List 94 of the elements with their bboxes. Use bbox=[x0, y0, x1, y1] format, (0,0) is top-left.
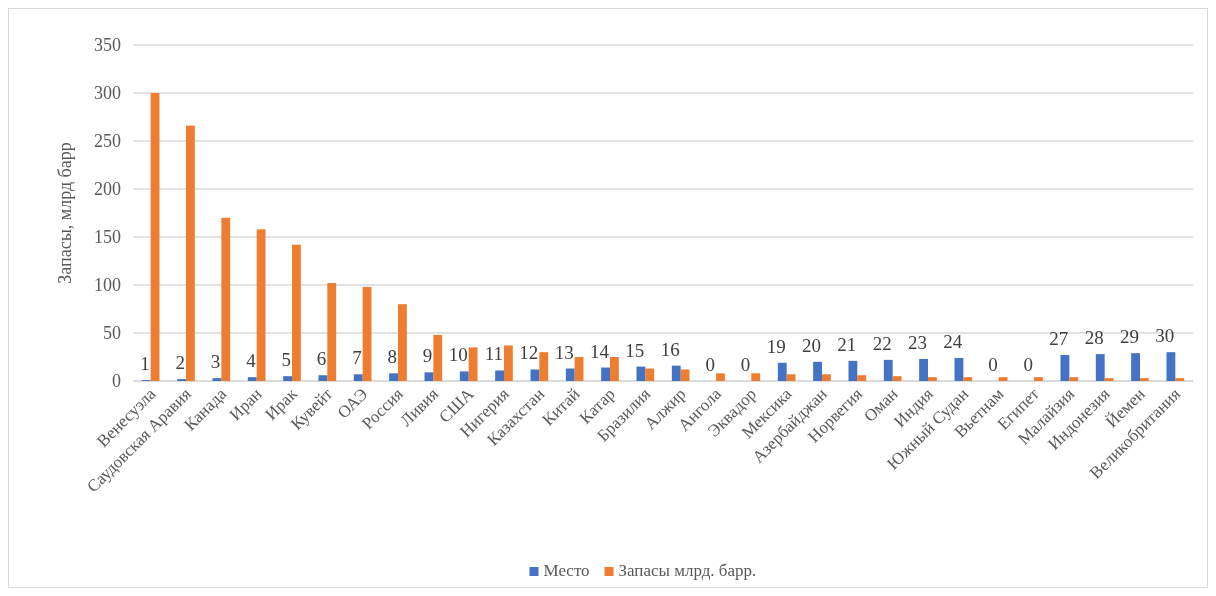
bar bbox=[928, 377, 937, 381]
bar bbox=[954, 357, 964, 381]
bar bbox=[389, 373, 398, 381]
y-tick-label: 350 bbox=[94, 35, 121, 56]
data-label: 21 bbox=[837, 333, 857, 355]
bar bbox=[1131, 353, 1140, 381]
data-label: 13 bbox=[554, 341, 574, 363]
bar bbox=[963, 377, 973, 381]
bar bbox=[857, 375, 867, 381]
bar bbox=[1095, 354, 1105, 381]
bar bbox=[786, 374, 796, 381]
y-tick-label: 50 bbox=[103, 323, 121, 344]
bar bbox=[247, 377, 257, 381]
bar bbox=[1175, 378, 1185, 381]
bar bbox=[565, 368, 575, 381]
data-label: 29 bbox=[1120, 326, 1139, 348]
bar bbox=[539, 352, 549, 381]
bar bbox=[292, 244, 301, 381]
data-label: 15 bbox=[625, 339, 645, 361]
bar bbox=[433, 334, 443, 381]
bar bbox=[353, 374, 363, 381]
bar bbox=[459, 371, 469, 381]
data-label: 28 bbox=[1084, 327, 1104, 349]
bar bbox=[318, 375, 328, 381]
y-tick-label: 0 bbox=[112, 371, 121, 392]
bar bbox=[424, 372, 434, 381]
bar bbox=[398, 304, 407, 381]
bar bbox=[919, 358, 928, 381]
legend-label: Запасы млрд. барр. bbox=[618, 561, 757, 580]
bar bbox=[883, 359, 893, 381]
y-tick-label: 100 bbox=[94, 275, 121, 296]
data-label: 0 bbox=[740, 354, 751, 375]
bar bbox=[212, 378, 222, 381]
y-tick-label: 150 bbox=[94, 227, 121, 248]
bar bbox=[777, 362, 787, 381]
bar bbox=[1060, 355, 1070, 381]
bar bbox=[1034, 377, 1043, 381]
y-tick-label: 250 bbox=[94, 131, 121, 152]
data-label: 5 bbox=[281, 349, 291, 371]
bar bbox=[468, 347, 478, 381]
y-tick-label: 300 bbox=[94, 83, 121, 104]
bar bbox=[530, 369, 540, 381]
bar bbox=[892, 376, 902, 381]
y-axis-title: Запасы, млрд барр bbox=[55, 142, 75, 284]
bar bbox=[256, 229, 266, 381]
data-label: 9 bbox=[422, 345, 433, 367]
bar bbox=[283, 376, 292, 381]
bar bbox=[645, 368, 655, 381]
data-label: 0 bbox=[988, 354, 998, 375]
bar bbox=[150, 93, 160, 381]
bar bbox=[998, 377, 1008, 381]
data-label: 11 bbox=[484, 343, 503, 365]
data-label: 20 bbox=[802, 334, 821, 356]
bar bbox=[1166, 352, 1176, 381]
data-label: 27 bbox=[1049, 328, 1069, 350]
bar bbox=[751, 373, 761, 381]
data-label: 6 bbox=[316, 348, 327, 370]
data-label: 19 bbox=[766, 335, 786, 357]
bar bbox=[1069, 377, 1079, 381]
bar bbox=[848, 360, 858, 381]
y-tick-label: 200 bbox=[94, 179, 121, 200]
data-label: 4 bbox=[246, 350, 257, 372]
data-label: 16 bbox=[660, 338, 680, 360]
data-label: 7 bbox=[352, 347, 362, 369]
bar bbox=[610, 357, 619, 381]
data-label: 0 bbox=[1023, 354, 1033, 375]
bar bbox=[221, 217, 231, 381]
data-label: 3 bbox=[210, 351, 221, 373]
data-label: 30 bbox=[1155, 325, 1175, 347]
bar bbox=[327, 283, 337, 381]
data-label: 24 bbox=[943, 330, 963, 352]
bar bbox=[574, 357, 584, 381]
bar bbox=[1104, 378, 1114, 381]
bar bbox=[680, 369, 690, 381]
bar bbox=[716, 373, 725, 381]
bar bbox=[1140, 378, 1149, 381]
bar bbox=[671, 365, 681, 381]
data-label: 0 bbox=[705, 354, 715, 375]
data-label: 22 bbox=[872, 332, 892, 354]
bar bbox=[362, 286, 372, 381]
data-label: 10 bbox=[448, 344, 468, 366]
data-label: 1 bbox=[140, 353, 150, 375]
legend-label: Место bbox=[543, 561, 590, 580]
data-label: 14 bbox=[590, 340, 610, 362]
bar bbox=[504, 345, 513, 381]
data-label: 12 bbox=[519, 342, 539, 364]
bar bbox=[822, 374, 831, 381]
data-label: 23 bbox=[908, 331, 927, 353]
data-label: 2 bbox=[175, 352, 185, 374]
bar bbox=[495, 370, 504, 381]
bar bbox=[813, 361, 822, 381]
data-label: 8 bbox=[387, 346, 397, 368]
bar bbox=[186, 125, 195, 381]
bar bbox=[601, 367, 610, 381]
